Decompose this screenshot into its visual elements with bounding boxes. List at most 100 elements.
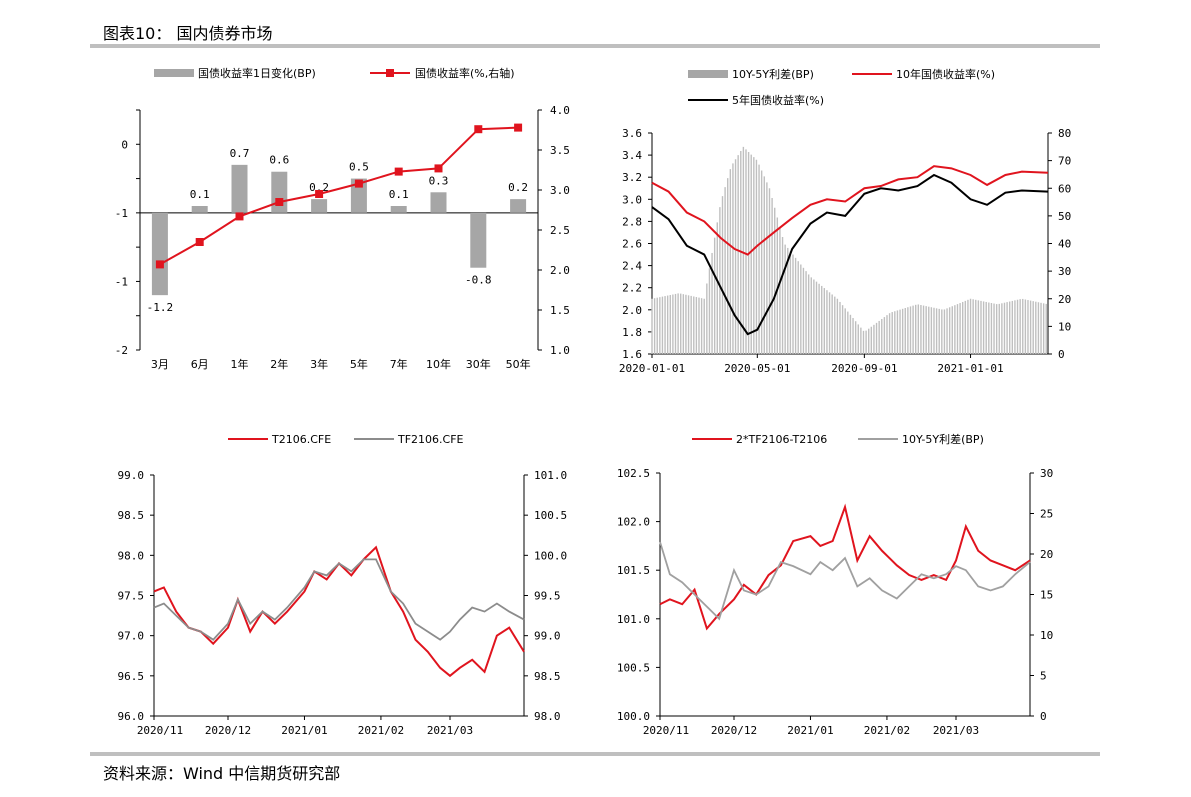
left-tick-label: 99.0 <box>118 469 145 482</box>
right-tick-label: 30 <box>1058 265 1071 278</box>
legend-10y-label: 10年国债收益率(%) <box>896 67 995 81</box>
bar-daily-change <box>510 199 527 213</box>
category-label: 30年 <box>466 357 491 371</box>
legend-spread-label: 10Y-5Y利差(BP) <box>732 67 814 81</box>
category-label: 10年 <box>426 357 451 371</box>
left-tick-label: 96.0 <box>118 710 145 723</box>
right-tick-label: 3.5 <box>550 144 570 157</box>
left-tick-label: -1 <box>115 207 128 220</box>
left-tick-label: 2.4 <box>622 260 642 273</box>
x-tick-label: 2021-01-01 <box>937 362 1003 375</box>
right-tick-label: 5 <box>1040 670 1047 683</box>
right-tick-label: 98.5 <box>534 670 561 683</box>
yield-marker <box>235 212 244 221</box>
x-tick-label: 2021/03 <box>427 724 473 737</box>
right-tick-label: 80 <box>1058 127 1071 140</box>
right-tick-label: 10 <box>1040 629 1053 642</box>
right-tick-label: 0 <box>1058 348 1065 361</box>
category-label: 2年 <box>270 357 288 371</box>
left-tick-label: 2.6 <box>622 238 642 251</box>
legend-label: 2*TF2106-T2106 <box>736 433 827 446</box>
category-label: 3月 <box>151 358 169 371</box>
yield-marker <box>195 238 204 246</box>
yield-line <box>159 126 519 266</box>
left-tick-label: 3.2 <box>622 171 642 184</box>
yield-marker <box>434 164 443 173</box>
bar-data-label: 0.5 <box>349 161 369 174</box>
bar-daily-change <box>191 206 208 213</box>
bar-daily-change <box>231 164 248 213</box>
left-tick-label: 1.6 <box>622 348 642 361</box>
yield-marker <box>514 123 523 132</box>
left-tick-label: 98.0 <box>118 549 145 562</box>
category-label: 1年 <box>231 357 249 371</box>
x-tick-label: 2020/12 <box>711 724 757 737</box>
x-tick-label: 2020-05-01 <box>724 362 790 375</box>
legend-label: TF2106.CFE <box>397 433 464 446</box>
bar-data-label: 0.2 <box>309 181 329 194</box>
bar-data-label: 0.2 <box>508 181 528 194</box>
right-tick-label: 99.0 <box>534 630 561 643</box>
left-tick-label: 102.0 <box>617 516 650 529</box>
left-tick-label: 100.5 <box>617 661 650 674</box>
right-tick-label: 60 <box>1058 182 1071 195</box>
x-tick-label: 2021/01 <box>281 724 327 737</box>
bar-daily-change <box>311 199 328 213</box>
legend-spread-swatch <box>688 70 728 78</box>
right-tick-label: 70 <box>1058 155 1071 168</box>
yield-marker <box>155 260 164 269</box>
right-tick-label: 101.0 <box>534 469 567 482</box>
bar-daily-change <box>151 212 168 296</box>
left-tick-label: 101.5 <box>617 564 650 577</box>
bar-data-label: 0.3 <box>429 174 449 187</box>
x-tick-label: 2020-09-01 <box>831 362 897 375</box>
right-tick-label: 10 <box>1058 320 1071 333</box>
secondary-series-line <box>153 558 525 641</box>
right-tick-label: 2.0 <box>550 264 570 277</box>
right-tick-label: 20 <box>1040 548 1053 561</box>
x-tick-label: 2020-01-01 <box>619 362 685 375</box>
left-tick-label: 0 <box>121 138 128 151</box>
left-tick-label: 2.0 <box>622 304 642 317</box>
legend-label: T2106.CFE <box>271 433 331 446</box>
left-tick-label: 1.8 <box>622 326 642 339</box>
bar-data-label: 0.6 <box>269 154 289 167</box>
5y-yield-line <box>651 173 1049 336</box>
bar-data-label: 0.7 <box>230 147 250 160</box>
left-tick-label: 3.4 <box>622 149 642 162</box>
right-tick-label: 1.0 <box>550 344 570 357</box>
category-label: 5年 <box>350 357 368 371</box>
left-tick-label: 96.5 <box>118 670 145 683</box>
left-tick-label: 101.0 <box>617 613 650 626</box>
bar-data-label: 0.1 <box>190 188 210 201</box>
right-tick-label: 0 <box>1040 710 1047 723</box>
legend-5y-label: 5年国债收益率(%) <box>732 93 824 107</box>
secondary-series-line <box>659 541 1031 621</box>
yield-marker <box>275 198 284 206</box>
x-tick-label: 2020/11 <box>643 724 689 737</box>
left-tick-label: 98.5 <box>118 509 145 522</box>
left-tick-label: 97.0 <box>118 630 145 643</box>
left-tick-label: 100.0 <box>617 710 650 723</box>
right-tick-label: 99.5 <box>534 590 561 603</box>
bar-daily-change <box>430 192 447 213</box>
left-tick-label: -2 <box>115 344 128 357</box>
yield-marker <box>394 167 403 176</box>
x-tick-label: 2021/02 <box>864 724 910 737</box>
legend-label: 10Y-5Y利差(BP) <box>902 432 984 446</box>
right-tick-label: 40 <box>1058 238 1071 251</box>
yield-marker <box>474 125 483 134</box>
top-rule <box>90 44 1100 48</box>
category-label: 50年 <box>506 357 531 371</box>
right-tick-label: 15 <box>1040 589 1053 602</box>
right-tick-label: 30 <box>1040 467 1053 480</box>
left-tick-label: 102.5 <box>617 467 650 480</box>
10y-yield-line <box>651 165 1049 256</box>
source-note: 资料来源：Wind 中信期货研究部 <box>103 764 341 783</box>
legend-line-marker <box>386 69 394 77</box>
x-tick-label: 2021/01 <box>787 724 833 737</box>
